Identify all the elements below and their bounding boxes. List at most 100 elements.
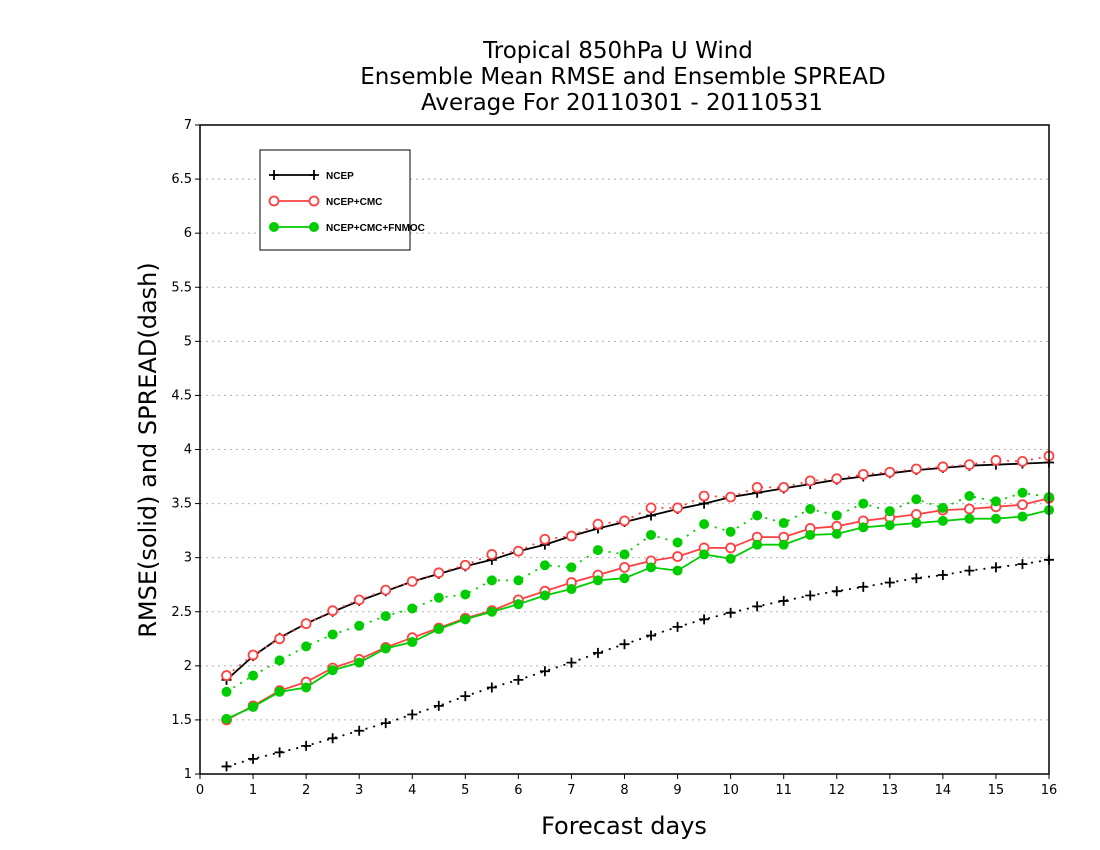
data-point xyxy=(221,761,232,772)
x-tick-label: 6 xyxy=(514,783,522,798)
plot-frame xyxy=(199,124,1050,775)
data-point xyxy=(407,603,418,614)
data-point xyxy=(831,528,842,539)
data-point xyxy=(433,700,444,711)
data-point xyxy=(407,637,418,648)
data-point xyxy=(752,601,763,612)
data-point xyxy=(990,454,1002,466)
data-point xyxy=(592,518,604,530)
data-point xyxy=(910,509,922,520)
data-point xyxy=(301,641,312,652)
x-tick-label: 7 xyxy=(567,783,575,798)
data-point xyxy=(778,595,789,606)
y-tick-label: 4.5 xyxy=(171,388,192,403)
data-point xyxy=(539,560,550,571)
x-tick-label: 2 xyxy=(302,783,310,798)
data-point xyxy=(301,740,312,751)
data-point xyxy=(513,599,524,610)
data-point xyxy=(486,575,497,586)
data-point xyxy=(512,545,524,557)
series-ncep-spread xyxy=(221,554,1054,772)
data-point xyxy=(805,503,816,514)
legend-marker xyxy=(269,170,279,180)
data-point xyxy=(805,590,816,601)
data-point xyxy=(1017,499,1028,511)
data-point xyxy=(937,569,948,580)
data-point xyxy=(354,725,365,736)
data-point xyxy=(725,553,736,564)
legend-label: NCEP xyxy=(326,171,354,182)
x-axis: 0 1 2 3 4 5 6 7 8 9 10 11 12 13 14 15 16 xyxy=(196,774,1057,798)
data-point xyxy=(354,657,365,668)
data-point xyxy=(910,463,922,475)
data-point xyxy=(619,562,630,573)
x-tick-label: 5 xyxy=(461,783,469,798)
legend-label: NCEP+CMC xyxy=(326,197,382,208)
data-point xyxy=(327,605,339,617)
data-point xyxy=(964,503,975,515)
data-point xyxy=(619,639,630,650)
data-point xyxy=(831,586,842,597)
data-point xyxy=(857,468,869,480)
series-ncep-cmc-rmse xyxy=(221,492,1055,726)
data-point xyxy=(646,562,657,573)
y-axis-label: RMSE(solid) and SPREAD(dash) xyxy=(134,262,162,638)
data-point xyxy=(964,565,975,576)
data-point xyxy=(699,549,710,560)
y-tick-label: 1 xyxy=(184,767,192,782)
data-point xyxy=(725,491,737,503)
data-point xyxy=(672,537,683,548)
x-axis-label: Forecast days xyxy=(541,812,707,840)
y-axis: 1 1.5 2 2.5 3 3.5 4 4.5 5 5.5 6 6.5 7 xyxy=(171,118,200,782)
legend-box xyxy=(259,149,411,251)
data-point xyxy=(1017,487,1028,498)
y-tick-label: 2.5 xyxy=(171,605,192,620)
data-point xyxy=(990,562,1001,573)
data-point xyxy=(884,520,895,531)
data-point xyxy=(990,513,1001,524)
data-point xyxy=(725,607,736,618)
data-point xyxy=(380,718,391,729)
x-tick-label: 9 xyxy=(673,783,681,798)
data-point xyxy=(566,584,577,595)
data-point xyxy=(672,551,683,562)
data-point xyxy=(248,670,259,681)
y-tick-label: 5.5 xyxy=(171,280,192,295)
data-point xyxy=(539,533,551,545)
data-point xyxy=(911,573,922,584)
data-point xyxy=(380,584,392,596)
data-point xyxy=(645,502,657,514)
data-point xyxy=(433,592,444,603)
x-tick-label: 13 xyxy=(882,783,899,798)
data-point xyxy=(884,466,896,478)
data-point xyxy=(486,549,498,560)
data-point xyxy=(619,549,630,560)
data-point xyxy=(592,647,603,658)
data-point xyxy=(990,496,1001,507)
y-tick-label: 6.5 xyxy=(171,172,192,187)
data-point xyxy=(831,510,842,521)
data-point xyxy=(566,562,577,573)
x-tick-label: 10 xyxy=(722,783,739,798)
data-point xyxy=(221,670,232,681)
data-point xyxy=(539,590,550,601)
data-point xyxy=(619,573,630,584)
data-point xyxy=(1017,559,1028,570)
x-tick-label: 1 xyxy=(249,783,257,798)
data-point xyxy=(699,614,710,625)
data-point xyxy=(406,576,418,587)
data-point xyxy=(778,518,789,529)
legend: NCEP NCEP+CMC NCEP+CMC+FNMOC xyxy=(259,149,425,251)
data-point xyxy=(380,643,391,654)
data-point xyxy=(221,713,232,724)
x-tick-label: 4 xyxy=(408,783,416,798)
legend-marker xyxy=(269,222,279,232)
data-point xyxy=(805,529,816,540)
data-point xyxy=(221,686,232,697)
data-point xyxy=(301,682,312,693)
data-point xyxy=(804,475,816,487)
data-point xyxy=(407,709,418,720)
data-point xyxy=(460,589,471,600)
data-point xyxy=(646,529,657,540)
legend-label: NCEP+CMC+FNMOC xyxy=(326,223,425,234)
